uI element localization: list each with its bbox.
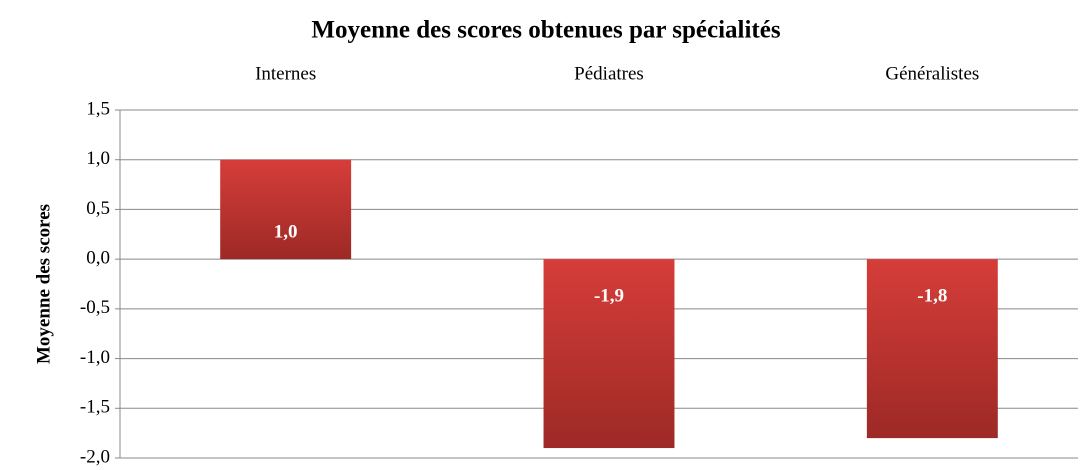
data-label: 1,0 — [274, 222, 298, 243]
y-tick-label: 1,0 — [86, 148, 110, 169]
bar — [220, 159, 352, 260]
y-tick-label: -1,5 — [80, 397, 110, 418]
y-tick-label: -0,5 — [80, 297, 110, 318]
x-tick-label: Pédiatres — [574, 63, 644, 84]
y-tick-label: 0,0 — [86, 248, 110, 269]
data-label: -1,9 — [594, 286, 624, 307]
x-tick-label: Généralistes — [885, 63, 979, 84]
y-axis-label: Moyenne des scores — [33, 204, 54, 364]
bar — [543, 259, 675, 449]
y-tick-label: 0,5 — [86, 198, 110, 219]
data-label: -1,8 — [917, 286, 947, 307]
x-tick-label: Internes — [255, 63, 316, 84]
chart-title: Moyenne des scores obtenues par spéciali… — [311, 17, 780, 44]
y-tick-label: 1,5 — [86, 98, 110, 119]
bar — [866, 259, 998, 439]
y-tick-label: -2,0 — [80, 446, 110, 467]
y-tick-label: -1,0 — [80, 347, 110, 368]
